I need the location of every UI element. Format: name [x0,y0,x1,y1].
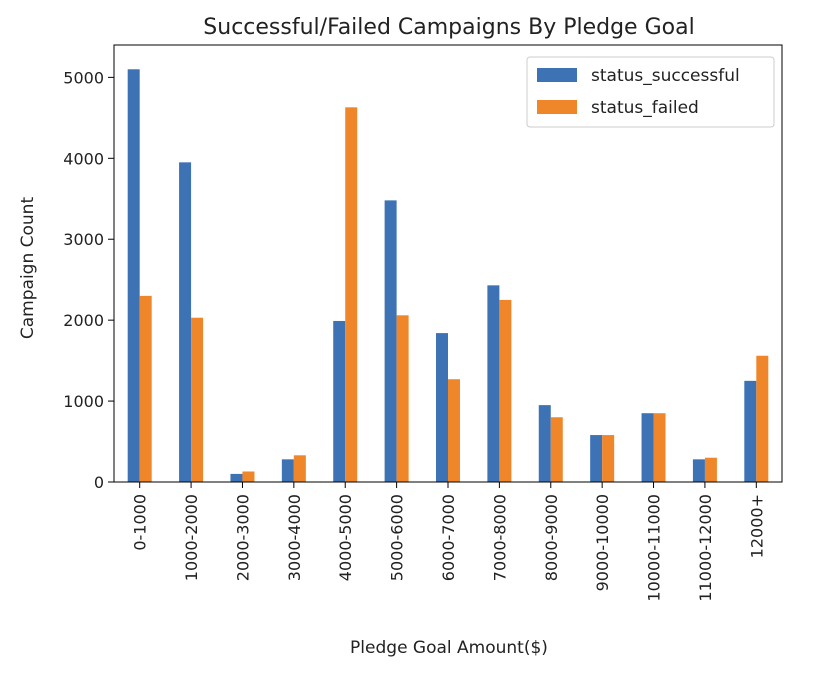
y-tick-label: 5000 [63,68,104,87]
bar-status_failed-4000-5000 [345,107,358,483]
bar-status_failed-1000-2000 [191,317,204,482]
bar-status_successful-12000+ [744,380,757,482]
x-tick-label: 0-1000 [131,494,150,551]
bar-status_successful-2000-3000 [230,473,243,482]
plot-frame [113,44,783,483]
y-tick-label: 4000 [63,149,104,168]
plot-area: 0 1000 2000 3000 4000 5000 0-1000 1000-2000 2000… [63,44,783,602]
bar-status_failed-5000-6000 [396,315,409,482]
legend-swatch-status_failed [537,100,577,114]
bar-status_failed-6000-7000 [448,379,460,482]
x-tick-label: 3000-4000 [285,494,304,581]
bar-status_successful-7000-8000 [487,285,500,482]
y-axis-label: Campaign Count [18,197,38,340]
x-tick-label: 12000+ [747,494,766,558]
x-tick-label: 8000-9000 [542,494,561,581]
bar-status_failed-12000+ [756,355,769,482]
x-tick-label: 7000-8000 [490,494,509,581]
y-tick-label: 0 [94,473,104,492]
x-tick-label: 4000-5000 [336,494,355,581]
legend-label-status_successful: status_successful [591,66,740,86]
bar-status_successful-1000-2000 [179,162,192,482]
bar-status_successful-11000-12000 [692,459,705,482]
x-tick-label: 5000-6000 [388,494,407,581]
bar-status_failed-9000-10000 [602,435,615,482]
bar-status_failed-10000-11000 [653,413,666,482]
bar-status_successful-6000-7000 [436,333,448,482]
legend-label-status_failed: status_failed [591,98,699,118]
y-tick-label: 3000 [63,230,104,249]
bar-status_successful-3000-4000 [281,459,294,482]
bar-status_failed-2000-3000 [242,471,255,482]
bar-status_successful-10000-11000 [641,413,654,482]
x-tick-label: 1000-2000 [182,494,201,581]
x-tick-label: 2000-3000 [233,494,252,581]
bar-status_failed-3000-4000 [293,455,306,482]
bar-status_successful-4000-5000 [333,320,346,482]
x-tick-label: 9000-10000 [593,494,612,591]
legend-box [526,56,775,128]
legend-swatch-status_successful [537,68,577,82]
bar-status_failed-8000-9000 [550,417,563,482]
bar-status_successful-0-1000 [127,69,140,483]
chart-title: Successful/Failed Campaigns By Pledge Go… [203,15,694,40]
bar-status_successful-8000-9000 [538,405,551,482]
legend: status_successful status_failed [526,56,775,128]
y-tick-label: 1000 [63,392,104,411]
x-axis-label: Pledge Goal Amount($) [350,638,548,658]
bar-status_successful-9000-10000 [590,435,603,482]
x-tick-label: 6000-7000 [439,494,458,581]
bar-status_failed-0-1000 [139,295,152,482]
x-tick-label: 11000-12000 [696,494,715,602]
x-tick-label: 10000-11000 [645,494,664,602]
bar-status_failed-11000-12000 [704,457,717,482]
y-tick-label: 2000 [63,311,104,330]
bar-status_successful-5000-6000 [384,200,397,482]
bar-status_failed-7000-8000 [499,299,512,482]
